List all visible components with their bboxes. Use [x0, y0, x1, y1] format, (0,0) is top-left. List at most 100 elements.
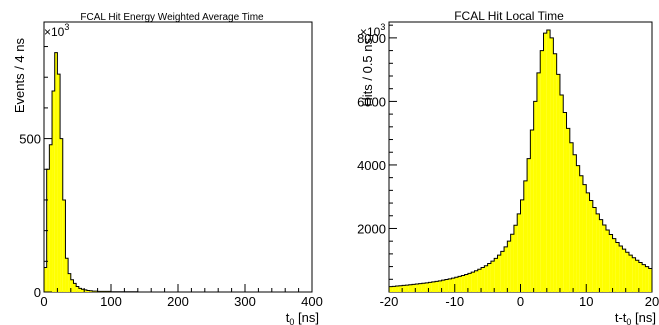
histogram-bar — [81, 289, 85, 292]
histogram-bar — [425, 282, 429, 292]
histogram-bar — [412, 284, 416, 292]
histogram-bar — [431, 281, 436, 292]
histogram-bar — [477, 269, 482, 292]
x-axis-ticks: 0 100 200 300 400 — [40, 284, 323, 309]
histogram-bar — [435, 281, 439, 292]
histogram-bar — [444, 279, 449, 292]
histogram-bar — [86, 290, 90, 292]
histogram-bar — [474, 270, 478, 292]
histogram-bar — [576, 165, 580, 292]
histogram-bar — [441, 280, 445, 292]
x-tick-label: 400 — [301, 294, 323, 309]
left-multiplier-base: ×10 — [44, 25, 65, 39]
histogram-bar — [527, 158, 531, 292]
histogram-bar — [454, 277, 459, 292]
left-chart-title: FCAL Hit Energy Weighted Average Time — [80, 12, 264, 23]
histogram-bar — [553, 53, 557, 292]
histogram-bar — [65, 258, 69, 292]
histogram-bar — [615, 242, 620, 292]
histogram-bar — [89, 290, 93, 292]
histogram-bar — [536, 72, 541, 292]
histogram-bar — [402, 285, 406, 292]
histogram-bar — [530, 130, 534, 292]
histogram-bar — [569, 142, 574, 292]
right-multiplier-exponent: 3 — [380, 22, 385, 32]
histogram-bar — [458, 276, 462, 292]
plot-frame — [43, 21, 313, 293]
histogram-bar — [517, 213, 521, 292]
right-x-label-subscript: 0 — [626, 317, 631, 325]
left-panel: FCAL Hit Energy Weighted Average Time Ev… — [12, 12, 323, 325]
histogram-bar — [602, 224, 606, 292]
left-x-label-unit: [ns] — [294, 310, 319, 325]
histogram-bar — [484, 265, 488, 292]
y-tick-label: 500 — [19, 132, 41, 147]
histogram-bar — [57, 74, 61, 292]
histogram-bar — [428, 282, 432, 292]
histogram-bar — [464, 274, 468, 292]
right-x-label-unit: [ns] — [631, 310, 656, 325]
histogram-bar — [481, 267, 485, 292]
histogram-bar — [49, 144, 53, 292]
histogram-bar — [408, 284, 413, 292]
histogram-bar — [612, 238, 616, 292]
histogram-bar — [546, 29, 551, 293]
right-x-axis-label: t-t0 [ns] — [615, 310, 656, 325]
histogram-bar — [523, 180, 528, 292]
left-multiplier-exponent: 3 — [64, 22, 69, 32]
histogram-outline — [43, 52, 312, 293]
right-panel: FCAL Hit Local Time Hits / 0.5 ns ×103 -… — [357, 9, 659, 325]
histogram-bar — [504, 246, 508, 292]
histogram-bar — [461, 275, 465, 292]
histogram-bar — [52, 91, 55, 292]
histogram-bar — [599, 219, 603, 292]
histogram-bar — [392, 286, 396, 292]
histogram-bar — [54, 52, 58, 292]
x-tick-label: 100 — [100, 294, 122, 309]
histogram-bar — [395, 286, 399, 292]
histogram-bar — [645, 266, 649, 292]
histogram-bar — [487, 263, 491, 292]
histogram-bar — [563, 112, 567, 292]
right-x-label-main: t-t — [615, 310, 627, 325]
histogram-bar — [605, 230, 610, 292]
histogram-bar — [84, 289, 87, 292]
histogram-bar — [559, 95, 564, 292]
histogram-bar — [494, 258, 498, 292]
y-tick-label: 8000 — [357, 31, 386, 46]
x-tick-label: 0 — [40, 294, 47, 309]
histogram-bar — [513, 225, 518, 292]
histogram-bar — [586, 192, 590, 292]
histogram-bar — [448, 278, 452, 292]
histogram-bar — [632, 257, 636, 292]
histogram-bar — [467, 273, 472, 292]
histogram-bar — [619, 245, 623, 292]
histogram-bar — [510, 234, 514, 292]
histogram-bar — [78, 288, 82, 292]
histogram-bar — [648, 268, 652, 292]
right-y-axis-label: Hits / 0.5 ns — [360, 38, 375, 107]
right-chart-title: FCAL Hit Local Time — [454, 9, 564, 23]
histogram-bar — [625, 252, 629, 292]
histogram-bar — [415, 284, 419, 292]
histogram-outline — [388, 29, 653, 292]
x-tick-label: -10 — [445, 294, 464, 309]
x-tick-label: 300 — [234, 294, 256, 309]
histogram-bar — [405, 285, 409, 292]
histogram-bars — [389, 29, 652, 293]
histogram-bar — [589, 200, 593, 292]
histogram-bar — [62, 199, 66, 292]
histogram-bar — [451, 278, 455, 292]
x-tick-label: 200 — [167, 294, 189, 309]
histogram-bar — [596, 213, 600, 292]
y-tick-label: 0 — [34, 285, 41, 300]
y-axis-ticks: 0 500 — [19, 46, 52, 300]
histogram-bar — [389, 286, 393, 292]
histogram-bar — [579, 175, 583, 292]
left-plot-area: 0 100 200 300 400 0 500 — [19, 21, 323, 309]
histogram-bar — [418, 283, 422, 292]
histogram-bar — [68, 273, 71, 292]
histogram-bar — [566, 128, 570, 292]
y-tick-label: 2000 — [357, 221, 386, 236]
left-x-axis-label: t0 [ns] — [286, 310, 319, 325]
